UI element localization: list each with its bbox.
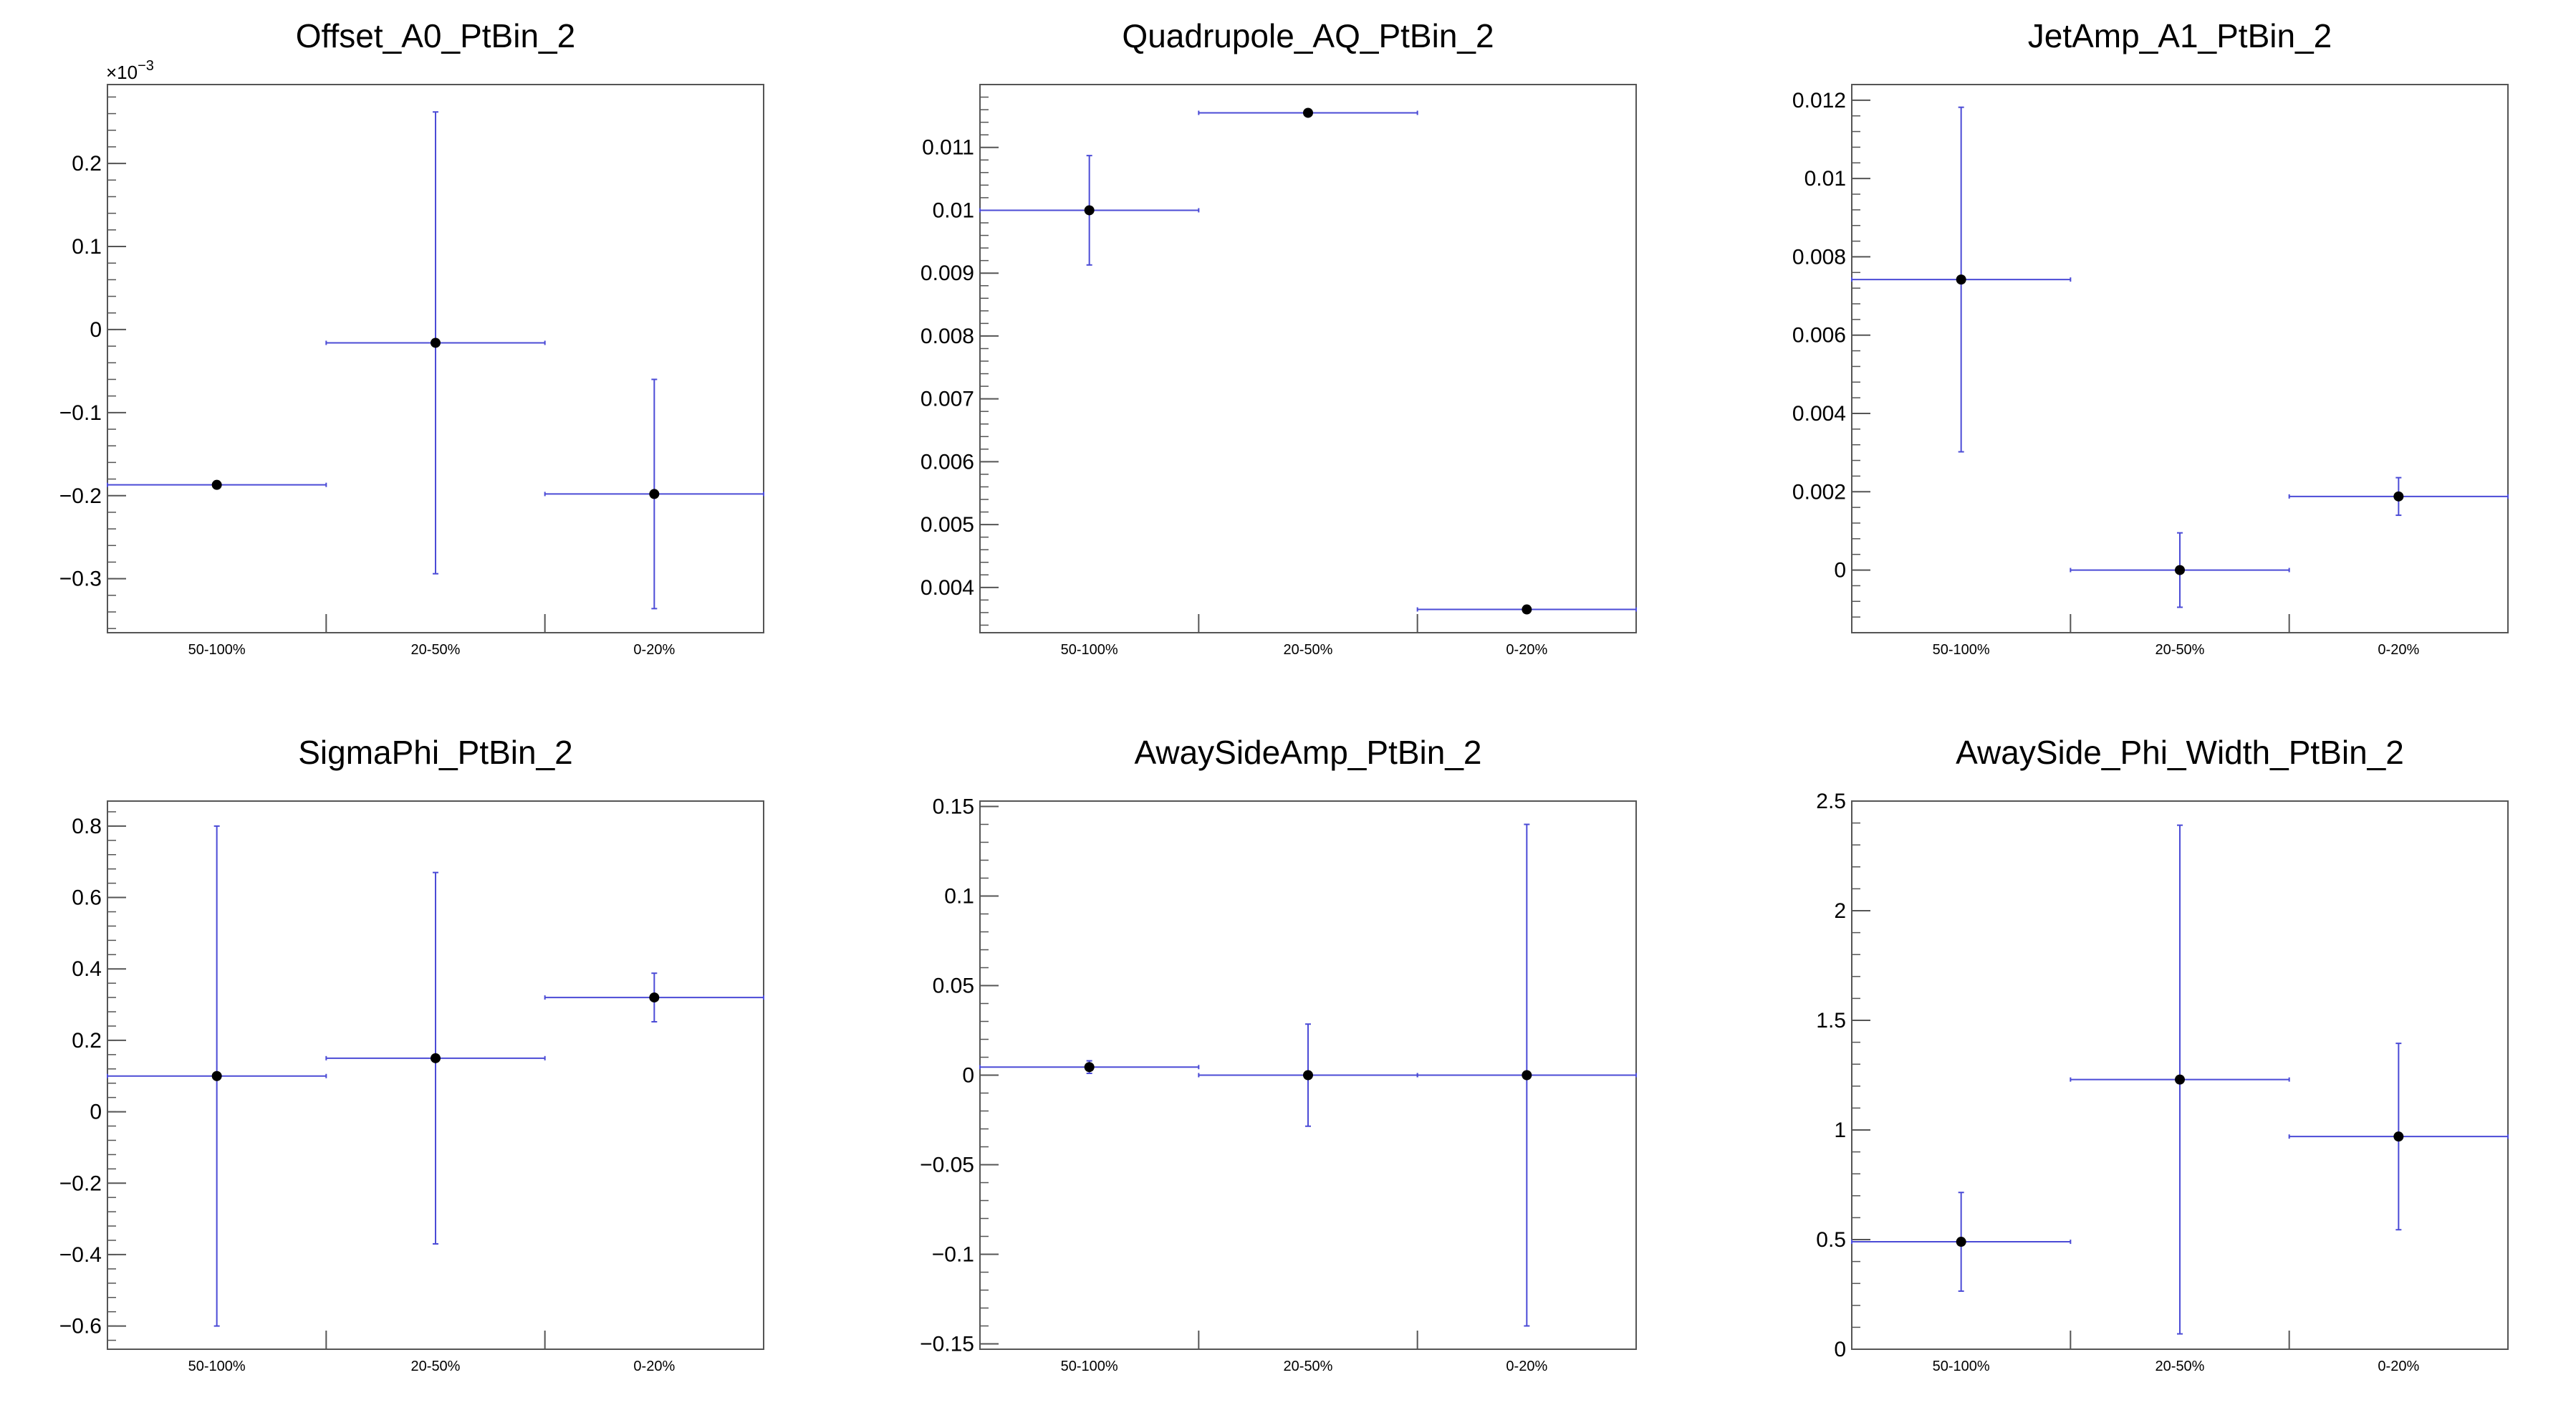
- y-exponent-power: −3: [138, 58, 154, 74]
- y-tick-label: 0.2: [72, 152, 102, 176]
- x-tick-label: 0-20%: [2378, 1359, 2419, 1374]
- y-tick-label: 0.004: [1792, 402, 1846, 426]
- y-tick-label: −0.2: [59, 1172, 102, 1195]
- y-tick-label: 0.05: [933, 974, 974, 998]
- y-tick-label: 0.1: [72, 235, 102, 259]
- x-tick-label: 50-100%: [1061, 1359, 1118, 1374]
- chart-title: AwaySide_Phi_Width_PtBin_2: [1956, 734, 2404, 771]
- chart-panel-2: Quadrupole_AQ_PtBin_2 0.004 0.005 0.006 0.00…: [921, 17, 1637, 658]
- x-tick-label: 20-50%: [1284, 1359, 1333, 1374]
- y-tick-label: 0.01: [933, 198, 974, 222]
- y-tick-label: −0.15: [920, 1333, 974, 1356]
- y-tick-label: 0: [90, 318, 102, 342]
- y-tick-label: 0.1: [944, 885, 974, 909]
- data-point: [2175, 1074, 2185, 1085]
- y-tick-label: 0: [1834, 1338, 1846, 1361]
- data-point: [211, 1070, 222, 1081]
- data-point: [1303, 107, 1313, 118]
- data-point: [1956, 1237, 1966, 1247]
- x-tick-label: 0-20%: [1506, 642, 1547, 658]
- y-tick-label: 2.5: [1816, 790, 1846, 813]
- y-tick-label: 0.4: [72, 957, 102, 981]
- chart-panel-3: JetAmp_A1_PtBin_2 0 0.002 0.004 0.006 0.008 0.…: [1792, 17, 2509, 658]
- data-point: [2175, 565, 2185, 575]
- x-tick-label: 20-50%: [411, 642, 461, 658]
- plot-frame: [1851, 800, 2509, 1350]
- y-tick-label: 0: [1834, 559, 1846, 583]
- data-point: [1522, 1070, 1532, 1081]
- data-point: [211, 479, 222, 490]
- y-tick-label: 0: [90, 1101, 102, 1124]
- plot-frame: [979, 84, 1637, 633]
- data-point: [1084, 1062, 1095, 1073]
- data-point: [1303, 1070, 1313, 1081]
- y-tick-label: 0.011: [922, 136, 974, 160]
- y-tick-label: 0.2: [72, 1029, 102, 1053]
- y-tick-label: 1: [1834, 1119, 1846, 1142]
- y-exponent-label: ×10−3: [106, 58, 154, 83]
- plot-frame: [107, 84, 764, 633]
- y-tick-label: 1.5: [1816, 1009, 1846, 1033]
- data-point: [649, 489, 660, 499]
- x-tick-label: 0-20%: [1506, 1359, 1547, 1374]
- x-tick-label: 0-20%: [633, 642, 675, 658]
- x-tick-label: 20-50%: [2156, 642, 2205, 658]
- x-tick-label: 0-20%: [2378, 642, 2419, 658]
- y-tick-label: 0.008: [1792, 245, 1846, 269]
- chart-panel-4: SigmaPhi_PtBin_2 −0.6 −0.4 −0.2 0 0.2 0.4 0.6 0.…: [59, 734, 764, 1374]
- data-point: [1084, 205, 1095, 216]
- x-tick-label: 0-20%: [633, 1359, 675, 1374]
- data-point: [1522, 604, 1532, 615]
- data-point: [1956, 274, 1966, 285]
- x-tick-label: 50-100%: [188, 1359, 246, 1374]
- x-tick-label: 50-100%: [1933, 1359, 1990, 1374]
- chart-title: SigmaPhi_PtBin_2: [298, 734, 573, 771]
- y-tick-label: −0.6: [59, 1315, 102, 1338]
- data-point: [431, 1053, 441, 1063]
- y-tick-label: 0.007: [921, 388, 974, 411]
- x-tick-label: 20-50%: [2156, 1359, 2205, 1374]
- y-tick-label: 0.008: [921, 325, 974, 348]
- x-tick-label: 20-50%: [411, 1359, 461, 1374]
- y-tick-label: −0.3: [59, 567, 102, 591]
- y-tick-label: 0.15: [933, 795, 974, 819]
- x-tick-label: 50-100%: [1933, 642, 1990, 658]
- y-tick-label: 0.006: [1792, 324, 1846, 348]
- y-tick-label: −0.1: [59, 401, 102, 425]
- chart-title: JetAmp_A1_PtBin_2: [2028, 17, 2332, 54]
- y-tick-label: 0.012: [1792, 89, 1846, 112]
- y-tick-label: 0.5: [1816, 1228, 1846, 1252]
- y-exponent-base: ×10: [106, 62, 138, 83]
- y-tick-label: −0.05: [920, 1154, 974, 1177]
- y-tick-label: 0.01: [1804, 167, 1846, 191]
- x-tick-label: 20-50%: [1284, 642, 1333, 658]
- y-tick-label: −0.4: [59, 1243, 102, 1267]
- y-tick-label: 0.002: [1792, 480, 1846, 504]
- y-tick-label: 0.8: [72, 815, 102, 838]
- x-tick-label: 50-100%: [188, 642, 246, 658]
- y-tick-label: −0.1: [932, 1243, 974, 1267]
- x-tick-label: 50-100%: [1061, 642, 1118, 658]
- y-tick-label: 0.005: [921, 513, 974, 537]
- chart-panel-6: AwaySide_Phi_Width_PtBin_2 0 0.5 1 1.5 2 2.5 50…: [1816, 734, 2509, 1374]
- y-tick-label: −0.2: [59, 484, 102, 508]
- chart-title: Quadrupole_AQ_PtBin_2: [1122, 17, 1494, 54]
- data-point: [2393, 1131, 2404, 1142]
- chart-title: Offset_A0_PtBin_2: [296, 17, 575, 54]
- y-tick-label: 0.6: [72, 886, 102, 910]
- y-tick-label: 0.004: [921, 576, 974, 600]
- data-point: [431, 337, 441, 348]
- data-point: [2393, 491, 2404, 502]
- chart-title: AwaySideAmp_PtBin_2: [1135, 734, 1482, 771]
- data-point: [649, 992, 660, 1003]
- plot-frame: [1851, 84, 2509, 633]
- chart-panel-1: Offset_A0_PtBin_2 −0.3 −0.2 −0.1 0 0.1 0.2 ×10−…: [59, 17, 764, 658]
- y-tick-label: 0: [962, 1064, 974, 1088]
- y-tick-label: 2: [1834, 899, 1846, 923]
- y-tick-label: 0.006: [921, 450, 974, 474]
- chart-panel-5: AwaySideAmp_PtBin_2 −0.15 −0.1 −0.05 0 0.05 0.…: [920, 734, 1637, 1374]
- y-tick-label: 0.009: [921, 262, 974, 285]
